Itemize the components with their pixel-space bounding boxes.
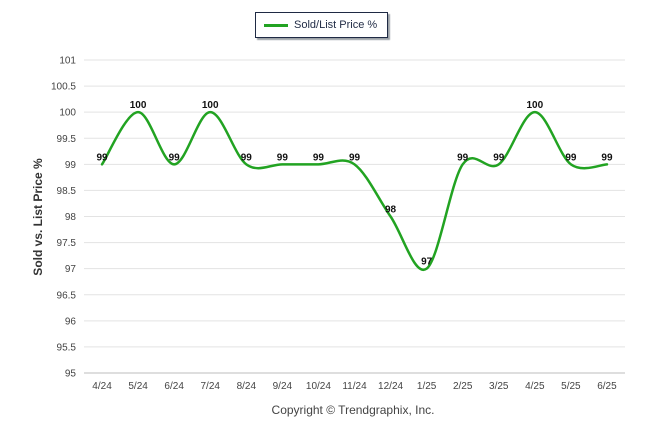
y-tick-label: 96.5 [57,290,77,301]
x-tick-label: 4/25 [525,381,545,392]
grid-layer [84,59,625,374]
legend: Sold/List Price % [255,12,388,38]
data-label: 100 [526,100,543,111]
y-axis-title: Sold vs. List Price % [31,158,45,276]
y-tick-label: 98.5 [57,186,77,197]
x-tick-label: 12/24 [378,381,403,392]
y-tick-label: 99.5 [57,134,77,145]
y-tick-label: 98 [65,212,77,223]
x-tick-label: 9/24 [273,381,293,392]
series-layer [100,110,609,272]
data-label: 99 [96,152,108,163]
data-label: 99 [349,152,361,163]
data-label: 99 [493,152,505,163]
data-label: 98 [385,205,397,216]
data-label: 99 [169,152,181,163]
x-tick-label: 6/25 [597,381,617,392]
x-tick-label: 10/24 [306,381,331,392]
y-tick-label: 100.5 [51,82,76,93]
y-tick-label: 95.5 [57,342,77,353]
data-label-layer: 99 100 99 100 99 99 99 99 98 97 99 99 100 99 99 [96,100,613,268]
x-tick-label: 5/25 [561,381,581,392]
x-tick-label: 5/24 [128,381,148,392]
y-tick-label: 95 [65,369,77,380]
y-tick-label: 96 [65,316,77,327]
legend-swatch [264,23,288,27]
data-label: 99 [277,152,289,163]
data-label: 100 [130,100,147,111]
y-tick-label: 99 [65,160,77,171]
x-tick-label: 8/24 [237,381,257,392]
series-line [100,110,609,272]
x-tick-label: 6/24 [164,381,184,392]
data-label: 99 [565,152,577,163]
data-label: 99 [313,152,325,163]
data-label: 97 [421,257,433,268]
data-label: 99 [457,152,469,163]
y-tick-label: 101 [59,56,76,67]
copyright-text: Copyright © Trendgraphix, Inc. [272,403,435,417]
legend-label: Sold/List Price % [294,19,378,31]
x-tick-label: 2/25 [453,381,473,392]
y-tick-label: 97.5 [57,238,77,249]
data-label: 99 [241,152,253,163]
y-tick-label: 97 [65,264,77,275]
x-tick-label: 4/24 [92,381,112,392]
data-label: 99 [601,152,613,163]
data-label: 100 [202,100,219,111]
x-tick-label: 11/24 [342,381,367,392]
x-tick-label: 1/25 [417,381,437,392]
x-tick-label: 3/25 [489,381,509,392]
y-tick-label: 100 [59,108,76,119]
axis-layer: 95 95.5 96 96.5 97 97.5 98 98.5 99 99.5 100 100.5 10… [51,56,625,392]
x-tick-label: 7/24 [200,381,220,392]
